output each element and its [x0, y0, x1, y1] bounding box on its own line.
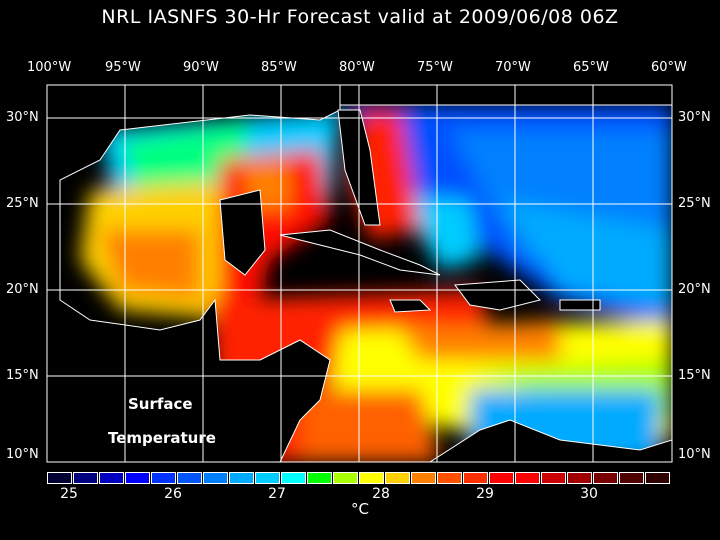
colorbar-swatch [229, 472, 254, 484]
colorbar-swatch [437, 472, 462, 484]
lon-label: 65°W [573, 60, 609, 75]
colorbar-swatch [255, 472, 280, 484]
lon-label: 60°W [651, 60, 687, 75]
lon-label: 90°W [183, 60, 219, 75]
lat-label-right: 10°N [678, 447, 711, 462]
lat-label-left: 15°N [6, 368, 39, 383]
lat-label-left: 20°N [6, 282, 39, 297]
colorbar-swatch [99, 472, 124, 484]
colorbar-swatch [73, 472, 98, 484]
colorbar-swatch [541, 472, 566, 484]
colorbar-tick-label: 29 [476, 486, 494, 502]
colorbar-swatch [463, 472, 488, 484]
colorbar-tick-label: 27 [268, 486, 286, 502]
lat-label-left: 30°N [6, 110, 39, 125]
lat-label-right: 30°N [678, 110, 711, 125]
colorbar-swatch [281, 472, 306, 484]
colorbar-swatch [411, 472, 436, 484]
colorbar-tick-label: 30 [580, 486, 598, 502]
colorbar-swatch [359, 472, 384, 484]
colorbar-swatch [515, 472, 540, 484]
colorbar-unit: °C [351, 500, 369, 518]
lat-label-left: 25°N [6, 196, 39, 211]
lon-label: 85°W [261, 60, 297, 75]
colorbar-swatch [203, 472, 228, 484]
lon-label: 100°W [27, 60, 72, 75]
colorbar-swatch [385, 472, 410, 484]
lat-label-right: 20°N [678, 282, 711, 297]
colorbar-swatch [177, 472, 202, 484]
colorbar-swatch [489, 472, 514, 484]
colorbar-swatch [333, 472, 358, 484]
lon-label: 80°W [339, 60, 375, 75]
colorbar-swatch [645, 472, 670, 484]
lat-label-right: 25°N [678, 196, 711, 211]
colorbar-swatch [593, 472, 618, 484]
map-title: NRL IASNFS 30-Hr Forecast valid at 2009/… [101, 6, 619, 28]
colorbar-swatch [151, 472, 176, 484]
lon-label: 95°W [105, 60, 141, 75]
grid-lines [47, 85, 672, 462]
lon-label: 70°W [495, 60, 531, 75]
colorbar-swatch [47, 472, 72, 484]
map-frame [46, 84, 673, 463]
annotation-line2: Temperature [108, 429, 216, 447]
colorbar-swatch [619, 472, 644, 484]
lon-label: 75°W [417, 60, 453, 75]
lat-label-right: 15°N [678, 368, 711, 383]
colorbar-swatch [307, 472, 332, 484]
colorbar-tick-label: 26 [164, 486, 182, 502]
colorbar-tick-label: 28 [372, 486, 390, 502]
colorbar-swatch [125, 472, 150, 484]
annotation-line1: Surface [128, 395, 193, 413]
lat-label-left: 10°N [6, 447, 39, 462]
colorbar-swatch [567, 472, 592, 484]
colorbar-tick-label: 25 [60, 486, 78, 502]
